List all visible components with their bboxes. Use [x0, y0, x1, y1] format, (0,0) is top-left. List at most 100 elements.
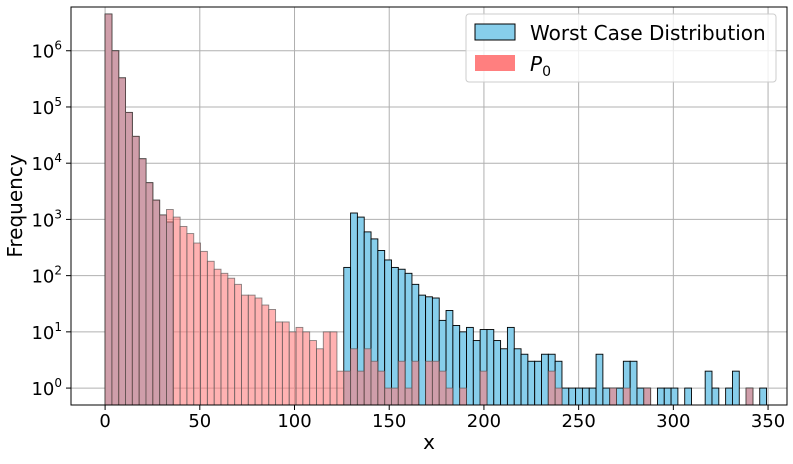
p0-bar: [131, 135, 140, 406]
x-axis-label: x: [423, 430, 435, 454]
y-tick-label-exponent: 5: [54, 95, 62, 109]
p0-bar: [384, 387, 392, 406]
p0-bar: [227, 277, 236, 406]
p0-bar: [316, 348, 324, 406]
p0-bar: [609, 387, 617, 406]
p0-bar: [138, 158, 147, 406]
legend-label-worst-case: Worst Case Distribution: [530, 21, 766, 45]
worst-case-bar: [684, 387, 692, 406]
y-tick-label-base: 10: [31, 154, 54, 175]
p0-bar: [172, 216, 181, 406]
worst-case-bar: [452, 324, 461, 406]
x-tick-label: 300: [656, 411, 690, 432]
worst-case-bar: [575, 387, 583, 406]
worst-case-bar: [581, 387, 590, 406]
y-tick-label: 103: [31, 207, 62, 231]
series-1: [104, 13, 754, 406]
p0-bar: [247, 294, 256, 406]
p0-bar: [166, 209, 174, 406]
legend-label-p0-sub: 0: [542, 64, 551, 80]
p0-bar: [213, 268, 222, 406]
x-tick-label: 100: [277, 411, 311, 432]
worst-case-bar: [588, 387, 597, 406]
p0-bar: [104, 13, 113, 406]
worst-case-bar: [418, 294, 427, 406]
worst-case-bar: [670, 387, 679, 406]
y-tick-label: 106: [31, 39, 62, 63]
y-tick-label-base: 10: [31, 210, 54, 231]
y-tick-label-exponent: 6: [54, 39, 62, 53]
y-tick-label: 101: [31, 320, 62, 344]
p0-bar: [370, 360, 379, 406]
x-tick-label: 0: [99, 411, 110, 432]
y-tick-label-base: 10: [31, 267, 54, 288]
legend-label-p0: P0: [530, 52, 551, 80]
y-tick-label-base: 10: [31, 379, 54, 400]
worst-case-bar: [500, 348, 508, 406]
worst-case-bar: [391, 266, 399, 406]
x-tick-label: 250: [561, 411, 595, 432]
worst-case-bar: [759, 387, 767, 406]
p0-bar: [425, 360, 433, 406]
p0-bar: [206, 260, 215, 406]
p0-bar: [554, 387, 563, 406]
p0-bar: [295, 326, 304, 406]
y-tick-label-exponent: 3: [54, 207, 62, 221]
p0-bar: [179, 225, 188, 406]
worst-case-bar: [404, 272, 413, 406]
plot-frame: [70, 6, 788, 406]
y-tick-label: 105: [31, 95, 62, 119]
x-tick-label: 350: [751, 411, 785, 432]
worst-case-bar: [513, 348, 522, 406]
x-tick-label: 200: [467, 411, 501, 432]
p0-bar: [459, 387, 467, 406]
p0-bar: [309, 340, 317, 406]
worst-case-bar: [656, 387, 665, 406]
p0-bar: [193, 242, 202, 406]
p0-bar: [322, 331, 331, 406]
p0-bar: [411, 360, 420, 406]
worst-case-bar: [561, 387, 570, 406]
y-tick-label-base: 10: [31, 323, 54, 344]
p0-bar: [404, 387, 413, 406]
p0-bar: [479, 370, 488, 406]
ticks-layer: 0 50 100 150 200 250 300 3501001011021031041051…: [31, 39, 785, 432]
y-tick-label-exponent: 1: [54, 320, 62, 334]
p0-bar: [643, 387, 652, 406]
legend-swatch-p0: [475, 55, 515, 71]
worst-case-bar: [663, 387, 672, 406]
p0-bar: [745, 387, 754, 406]
bars-layer: [104, 13, 767, 406]
p0-bar: [377, 370, 386, 406]
p0-bar: [254, 297, 263, 406]
p0-bar: [302, 331, 311, 406]
worst-case-bar: [616, 387, 624, 406]
worst-case-bar: [472, 340, 481, 406]
worst-case-bar: [466, 326, 474, 406]
y-axis-label: Frequency: [3, 154, 27, 257]
p0-bar: [397, 360, 406, 406]
p0-bar: [145, 182, 154, 406]
y-tick-label-base: 10: [31, 98, 54, 119]
worst-case-bar: [493, 340, 502, 406]
p0-bar: [261, 304, 270, 406]
worst-case-bar: [384, 259, 392, 406]
worst-case-bar: [602, 387, 611, 406]
worst-case-bar: [534, 360, 542, 406]
p0-bar: [343, 370, 352, 406]
worst-case-bar: [595, 353, 604, 406]
worst-case-bar: [520, 353, 529, 406]
y-tick-label-base: 10: [31, 42, 54, 63]
p0-bar: [118, 77, 127, 406]
x-tick-label: 150: [372, 411, 406, 432]
y-tick-label-exponent: 2: [54, 264, 62, 278]
p0-bar: [336, 370, 345, 406]
p0-bar: [288, 331, 297, 406]
x-tick-label: 50: [188, 411, 211, 432]
p0-bar: [431, 360, 440, 406]
p0-bar: [281, 321, 290, 406]
p0-bar: [356, 370, 365, 406]
p0-bar: [268, 309, 277, 406]
y-tick-label: 104: [31, 151, 62, 175]
